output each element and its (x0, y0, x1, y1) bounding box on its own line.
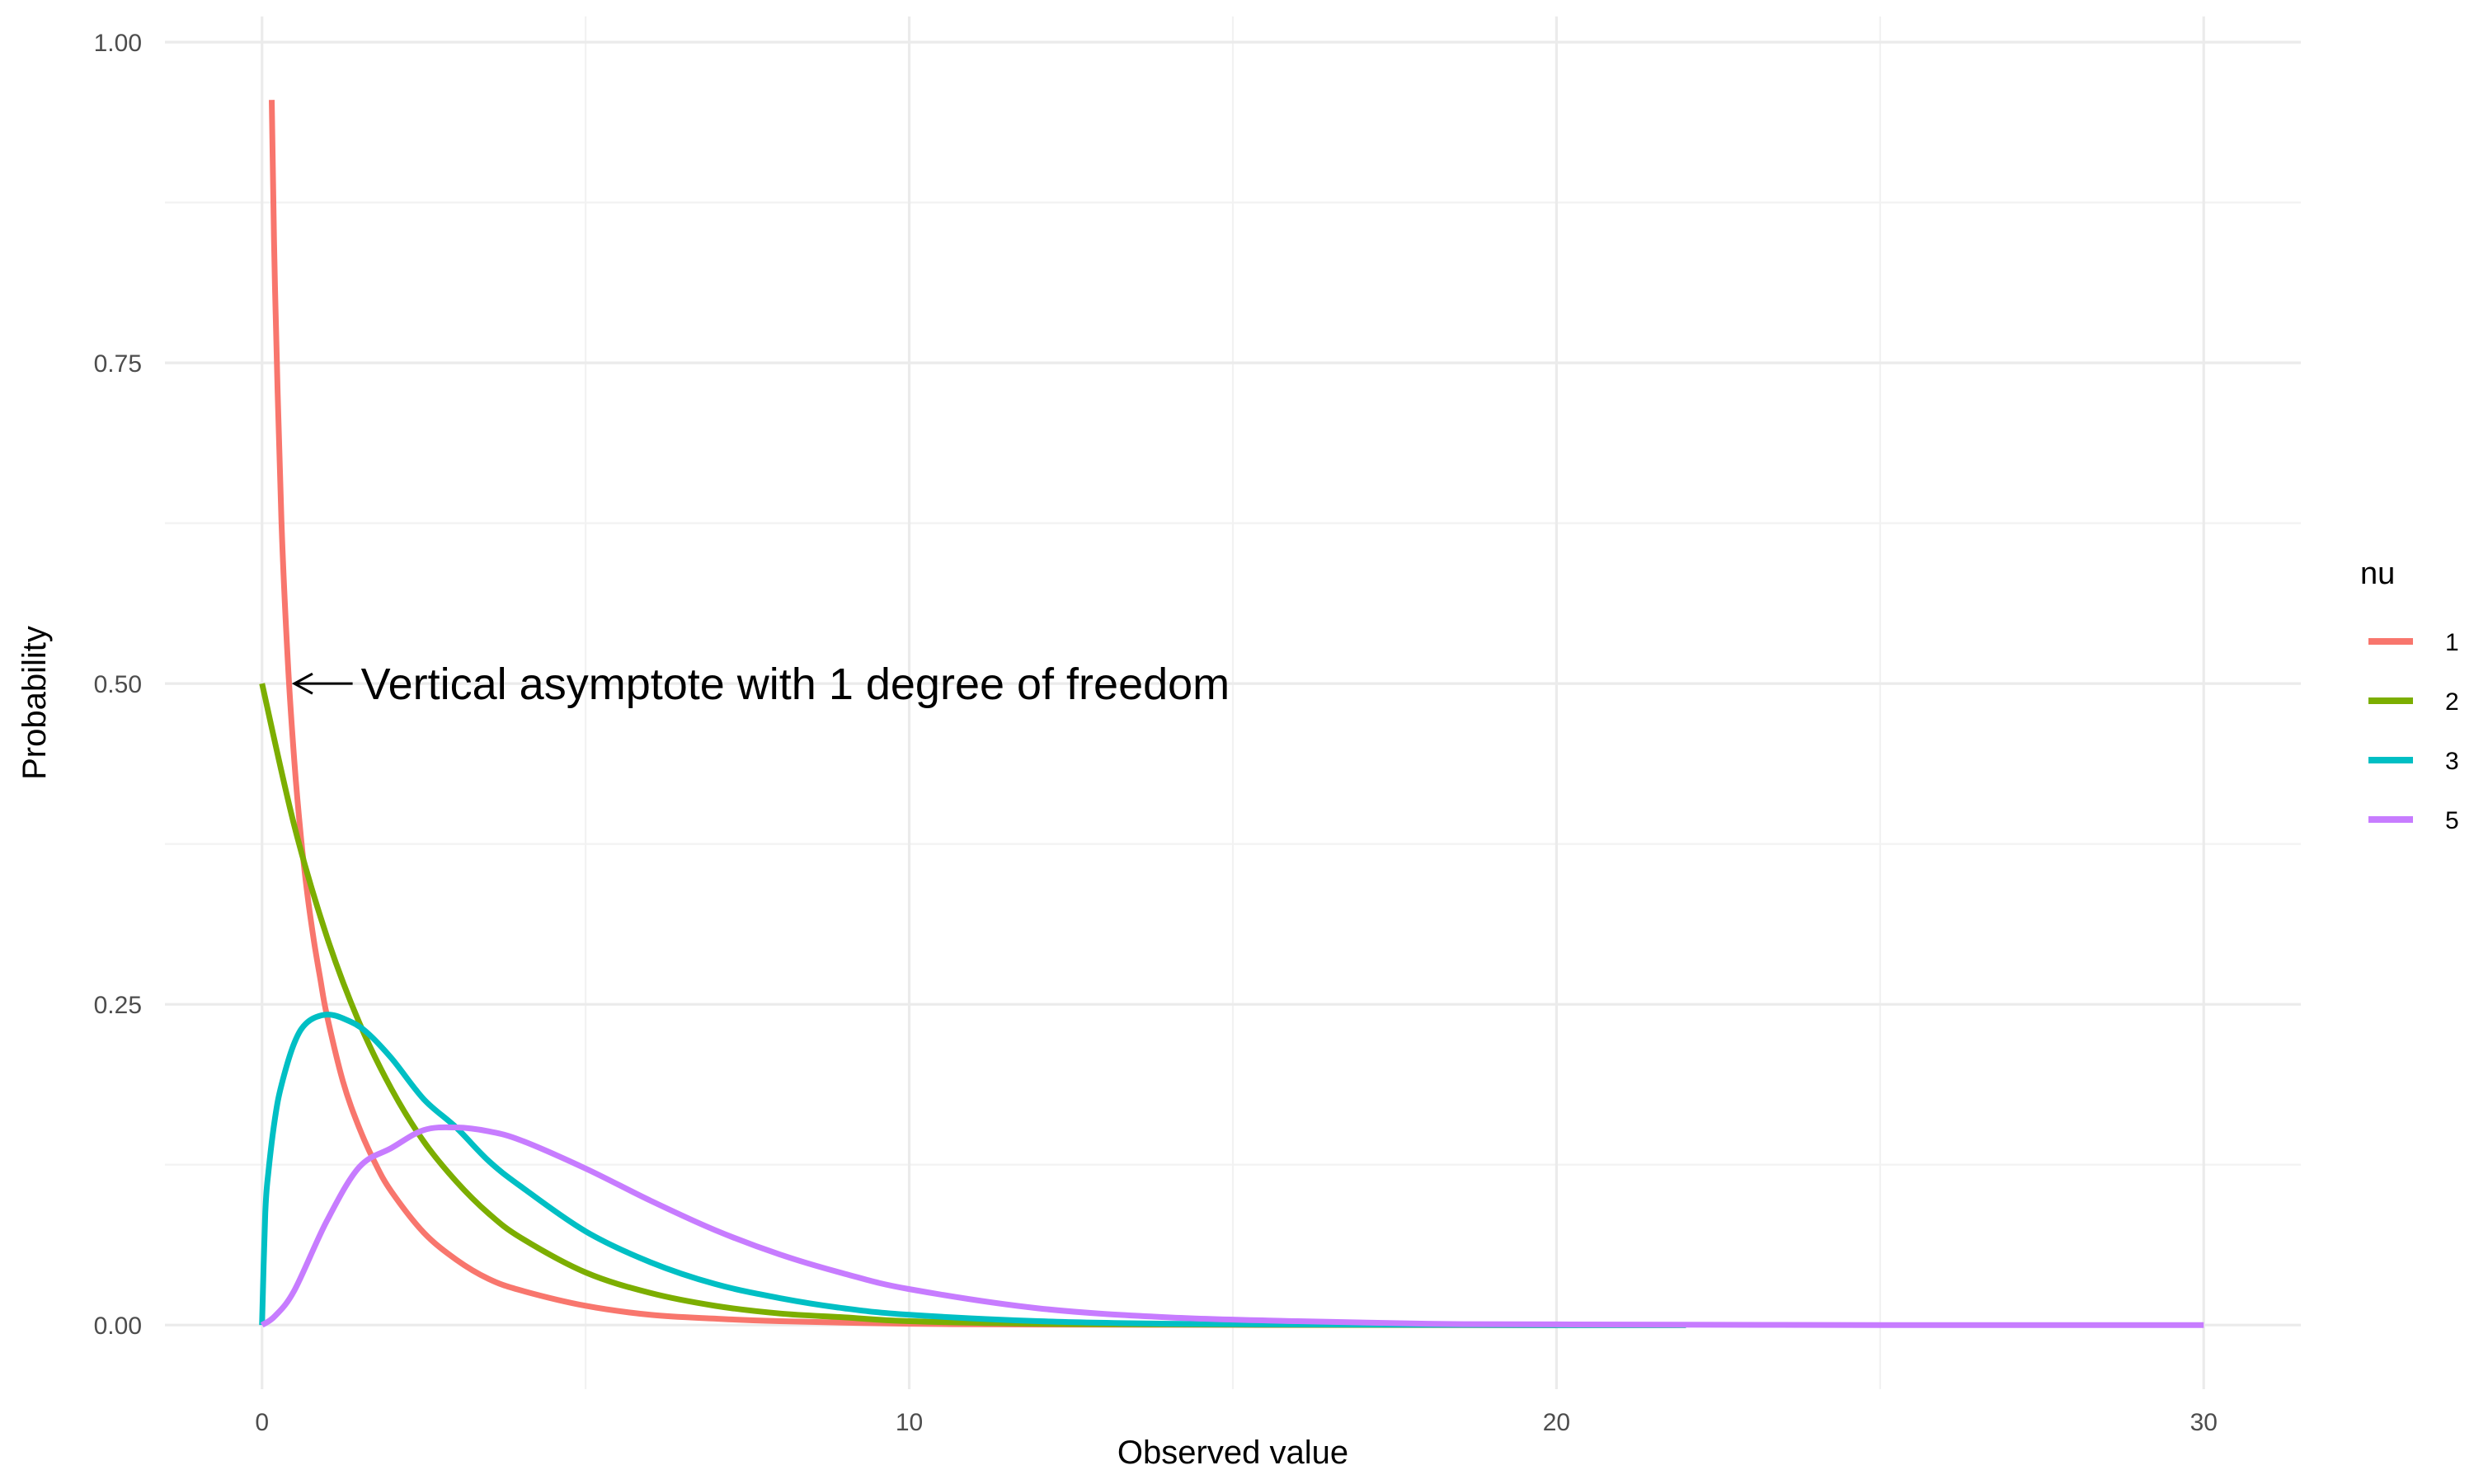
legend: nu 1 2 3 5 (2360, 556, 2459, 834)
series-line-nu-5 (260, 1124, 2204, 1328)
x-tick-label: 10 (896, 1409, 923, 1436)
y-tick-label: 1.00 (94, 30, 142, 57)
legend-title: nu (2360, 556, 2395, 591)
x-tick-label: 30 (2190, 1409, 2218, 1436)
series-line-nu-3 (259, 1012, 1686, 1328)
tick-labels: 0 10 20 30 0.00 0.25 0.50 0.75 1.00 (94, 30, 2218, 1436)
grid (165, 16, 2301, 1389)
legend-label-nu-5: 5 (2445, 807, 2459, 834)
legend-label-nu-3: 3 (2445, 748, 2459, 775)
x-tick-label: 20 (1543, 1409, 1570, 1436)
legend-items: 1 2 3 5 (2368, 629, 2459, 834)
legend-label-nu-2: 2 (2445, 688, 2459, 716)
x-axis-title: Observed value (1117, 1435, 1348, 1471)
annotation: Vertical asymptote with 1 degree of free… (291, 660, 1230, 709)
annotation-arrow-head (291, 672, 313, 695)
series-line-nu-1 (269, 100, 1557, 1328)
y-axis-title: Probability (16, 626, 53, 780)
x-tick-label: 0 (255, 1409, 269, 1436)
y-tick-label: 0.00 (94, 1313, 142, 1340)
y-tick-label: 0.25 (94, 992, 142, 1019)
y-tick-label: 0.50 (94, 671, 142, 698)
y-tick-label: 0.75 (94, 350, 142, 378)
series-lines (259, 100, 2204, 1328)
annotation-text: Vertical asymptote with 1 degree of free… (361, 660, 1230, 709)
legend-label-nu-1: 1 (2445, 629, 2459, 656)
